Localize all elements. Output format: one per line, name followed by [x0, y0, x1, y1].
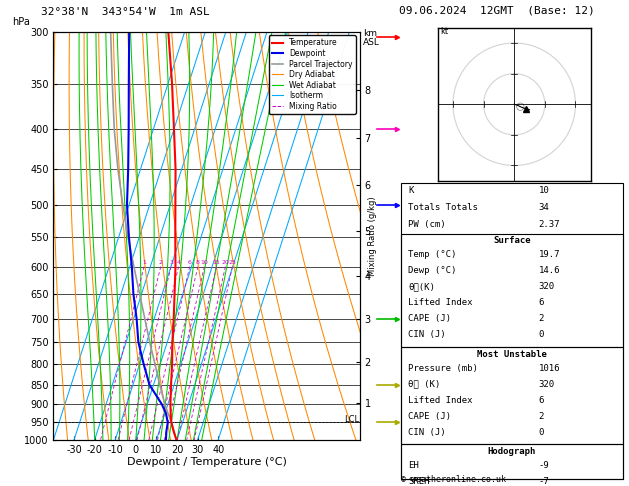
Text: 15: 15	[213, 260, 220, 265]
Text: Surface: Surface	[493, 237, 531, 245]
Text: 1: 1	[142, 260, 146, 265]
Text: 320: 320	[538, 380, 555, 389]
Text: CIN (J): CIN (J)	[408, 428, 445, 436]
Text: 6: 6	[188, 260, 192, 265]
Text: 32°38'N  343°54'W  1m ASL: 32°38'N 343°54'W 1m ASL	[41, 7, 209, 17]
Text: θᴄ (K): θᴄ (K)	[408, 380, 440, 389]
Text: 20: 20	[221, 260, 230, 265]
Bar	[401, 444, 623, 479]
Text: PW (cm): PW (cm)	[408, 220, 445, 229]
Text: Temp (°C): Temp (°C)	[408, 250, 456, 260]
Text: LCL: LCL	[343, 415, 359, 423]
Bar	[401, 347, 623, 444]
Text: 2: 2	[159, 260, 163, 265]
Text: km
ASL: km ASL	[363, 29, 380, 47]
Text: 0: 0	[538, 330, 544, 339]
Text: -9: -9	[538, 461, 549, 470]
Text: CIN (J): CIN (J)	[408, 330, 445, 339]
Text: 10: 10	[538, 186, 549, 195]
Text: 3: 3	[169, 260, 173, 265]
Text: θᴄ(K): θᴄ(K)	[408, 282, 435, 291]
Text: Pressure (mb): Pressure (mb)	[408, 364, 478, 373]
Text: hPa: hPa	[13, 17, 30, 27]
Text: CAPE (J): CAPE (J)	[408, 412, 451, 420]
Text: Mixing Ratio (g/kg): Mixing Ratio (g/kg)	[368, 196, 377, 276]
Text: 6: 6	[538, 396, 544, 405]
Text: EH: EH	[408, 461, 419, 470]
Text: 6: 6	[538, 298, 544, 307]
Text: Hodograph: Hodograph	[488, 447, 536, 456]
Text: © weatheronline.co.uk: © weatheronline.co.uk	[401, 474, 506, 484]
Text: Dewp (°C): Dewp (°C)	[408, 266, 456, 275]
Text: 1016: 1016	[538, 364, 560, 373]
Legend: Temperature, Dewpoint, Parcel Trajectory, Dry Adiabat, Wet Adiabat, Isotherm, Mi: Temperature, Dewpoint, Parcel Trajectory…	[269, 35, 356, 114]
Text: 09.06.2024  12GMT  (Base: 12): 09.06.2024 12GMT (Base: 12)	[399, 5, 595, 16]
Text: 320: 320	[538, 282, 555, 291]
Text: Lifted Index: Lifted Index	[408, 298, 472, 307]
Text: 10: 10	[201, 260, 208, 265]
Text: Most Unstable: Most Unstable	[477, 350, 547, 359]
Text: Lifted Index: Lifted Index	[408, 396, 472, 405]
Text: 4: 4	[177, 260, 181, 265]
Text: 8: 8	[196, 260, 200, 265]
Text: 2.37: 2.37	[538, 220, 560, 229]
Text: 25: 25	[228, 260, 237, 265]
Text: 2: 2	[538, 412, 544, 420]
Text: 2: 2	[538, 314, 544, 323]
Text: CAPE (J): CAPE (J)	[408, 314, 451, 323]
Text: 0: 0	[538, 428, 544, 436]
Text: 34: 34	[538, 203, 549, 212]
Text: -7: -7	[538, 477, 549, 486]
Text: SREH: SREH	[408, 477, 430, 486]
Text: Totals Totals: Totals Totals	[408, 203, 478, 212]
X-axis label: Dewpoint / Temperature (°C): Dewpoint / Temperature (°C)	[126, 457, 287, 468]
Text: 19.7: 19.7	[538, 250, 560, 260]
Text: K: K	[408, 186, 413, 195]
Text: kt: kt	[441, 27, 449, 36]
Text: 14.6: 14.6	[538, 266, 560, 275]
Bar	[401, 234, 623, 347]
